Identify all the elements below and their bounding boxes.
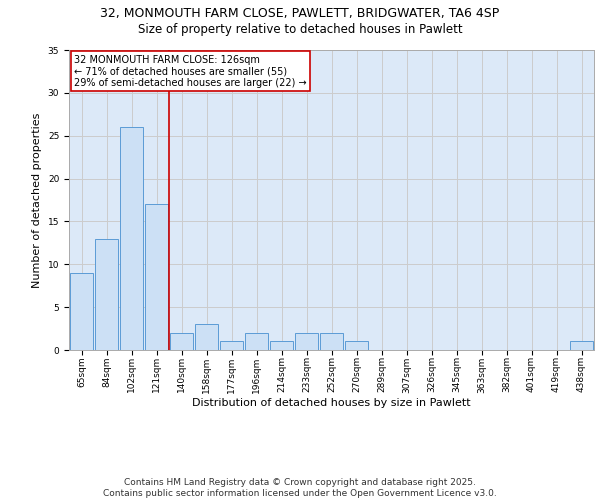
Bar (170, 333, 193, 350)
Bar (195, 324, 218, 350)
Bar (245, 333, 268, 350)
Text: Size of property relative to detached houses in Pawlett: Size of property relative to detached ho… (137, 22, 463, 36)
Bar (295, 333, 318, 350)
Text: Contains HM Land Registry data © Crown copyright and database right 2025.
Contai: Contains HM Land Registry data © Crown c… (103, 478, 497, 498)
Bar (270, 342, 293, 350)
Bar (345, 342, 368, 350)
Bar (70, 273, 93, 350)
Text: 32, MONMOUTH FARM CLOSE, PAWLETT, BRIDGWATER, TA6 4SP: 32, MONMOUTH FARM CLOSE, PAWLETT, BRIDGW… (100, 8, 500, 20)
X-axis label: Distribution of detached houses by size in Pawlett: Distribution of detached houses by size … (192, 398, 471, 408)
Y-axis label: Number of detached properties: Number of detached properties (32, 112, 42, 288)
Bar (320, 333, 343, 350)
Bar (570, 342, 593, 350)
Text: 32 MONMOUTH FARM CLOSE: 126sqm
← 71% of detached houses are smaller (55)
29% of : 32 MONMOUTH FARM CLOSE: 126sqm ← 71% of … (74, 54, 307, 88)
Bar (120, 127, 143, 350)
Bar (95, 238, 118, 350)
Bar (220, 342, 243, 350)
Bar (145, 204, 168, 350)
